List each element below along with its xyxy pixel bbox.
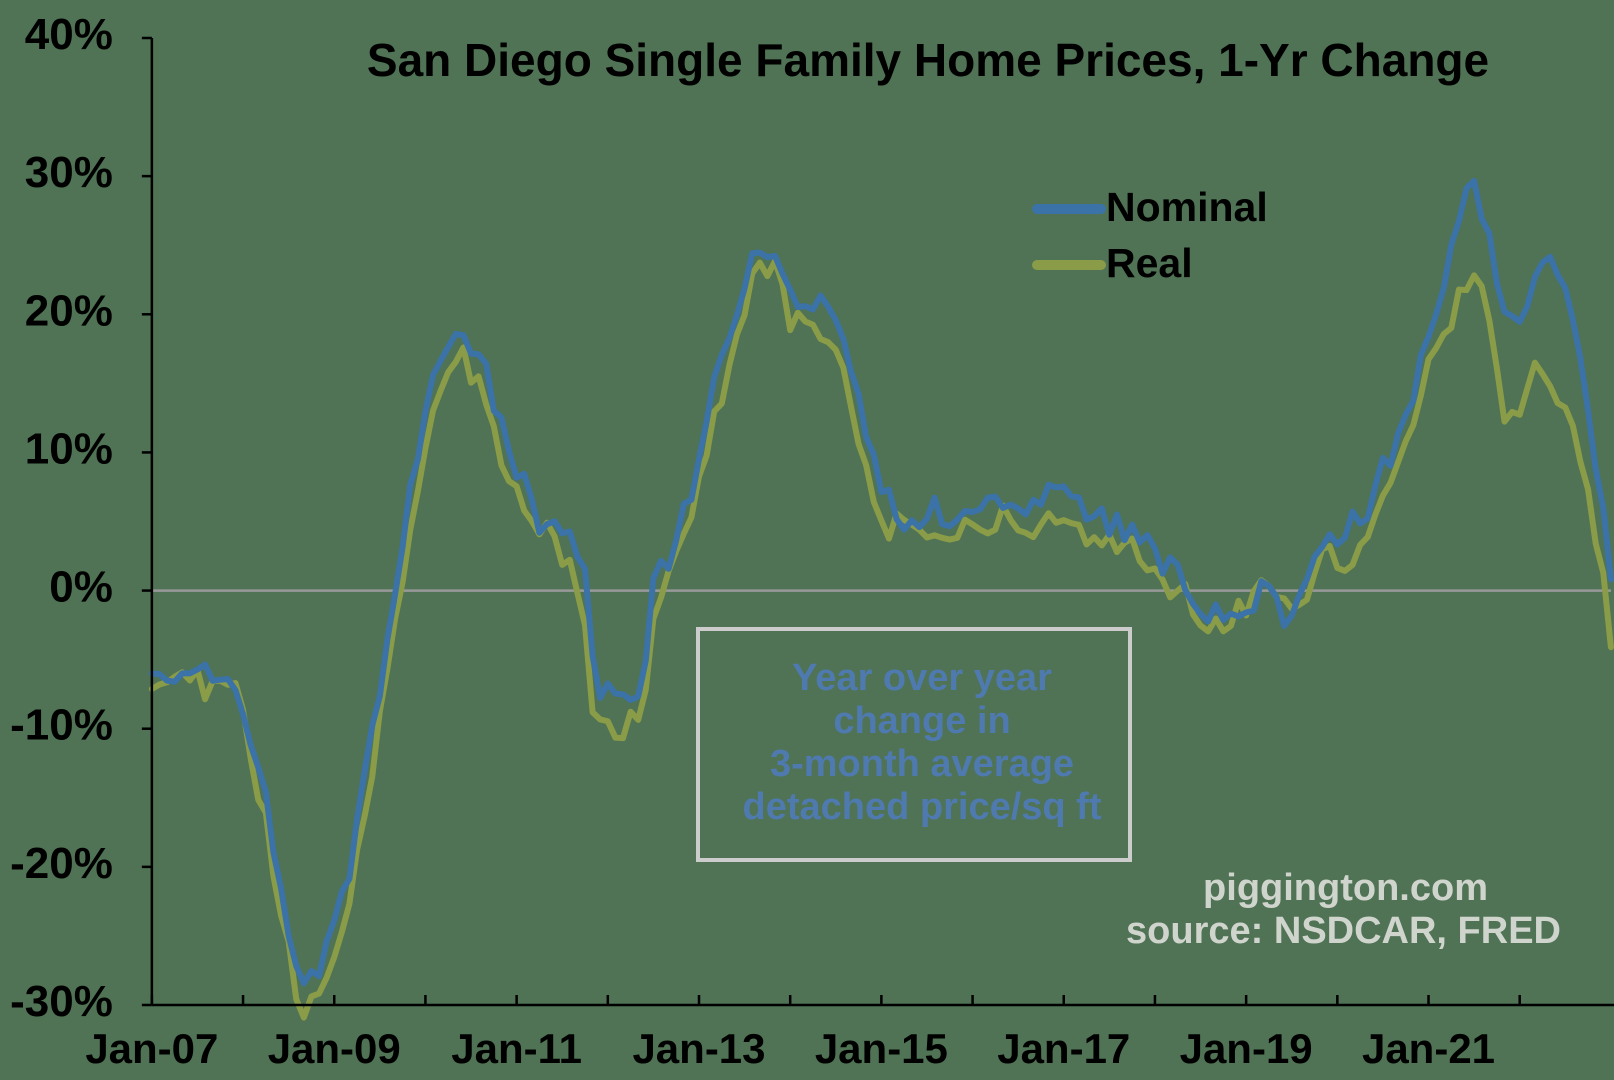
svg-text:Year over year: Year over year	[792, 657, 1052, 699]
svg-text:Jan-15: Jan-15	[815, 1025, 948, 1072]
svg-text:Jan-07: Jan-07	[85, 1025, 218, 1072]
svg-text:40%: 40%	[25, 10, 113, 59]
svg-text:detached price/sq ft: detached price/sq ft	[743, 786, 1102, 828]
svg-text:piggington.com: piggington.com	[1203, 867, 1488, 909]
svg-text:-10%: -10%	[10, 701, 113, 750]
svg-text:Jan-19: Jan-19	[1180, 1025, 1313, 1072]
svg-text:30%: 30%	[25, 148, 113, 197]
svg-text:3-month average: 3-month average	[770, 743, 1074, 785]
svg-text:10%: 10%	[25, 424, 113, 473]
svg-text:San Diego Single Family Home P: San Diego Single Family Home Prices, 1-Y…	[367, 34, 1489, 86]
svg-text:0%: 0%	[49, 563, 113, 612]
svg-text:Jan-11: Jan-11	[451, 1025, 582, 1072]
svg-text:-30%: -30%	[10, 977, 113, 1026]
svg-text:change in: change in	[833, 700, 1010, 742]
svg-text:Nominal: Nominal	[1106, 184, 1268, 230]
svg-text:Jan-21: Jan-21	[1362, 1025, 1495, 1072]
svg-text:source: NSDCAR, FRED: source: NSDCAR, FRED	[1126, 910, 1561, 952]
svg-text:20%: 20%	[25, 286, 113, 335]
svg-text:-20%: -20%	[10, 839, 113, 888]
svg-text:Jan-17: Jan-17	[997, 1025, 1130, 1072]
svg-text:Real: Real	[1106, 240, 1193, 286]
svg-text:Jan-13: Jan-13	[632, 1025, 765, 1072]
svg-text:Jan-09: Jan-09	[268, 1025, 401, 1072]
